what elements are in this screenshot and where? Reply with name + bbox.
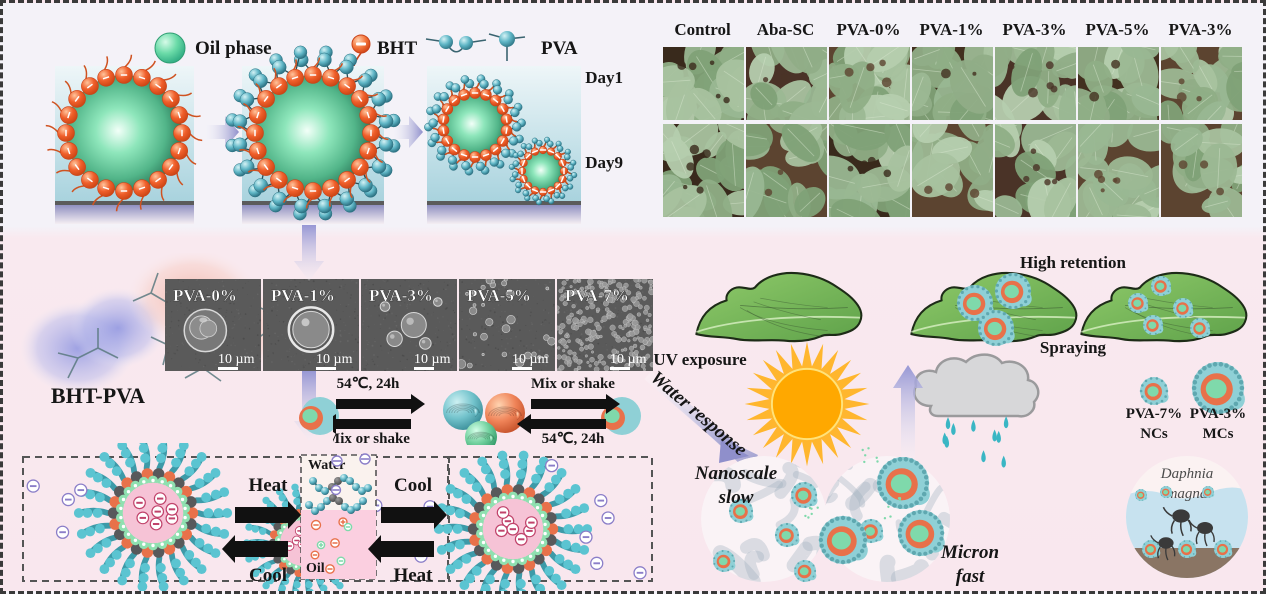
svg-text:Daphnia: Daphnia (1160, 466, 1214, 482)
svg-text:magna: magna (1167, 486, 1208, 502)
